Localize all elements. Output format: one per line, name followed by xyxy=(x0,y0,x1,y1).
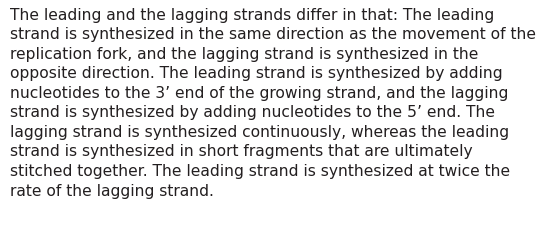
Text: The leading and the lagging strands differ in that: The leading
strand is synthe: The leading and the lagging strands diff… xyxy=(10,8,536,198)
